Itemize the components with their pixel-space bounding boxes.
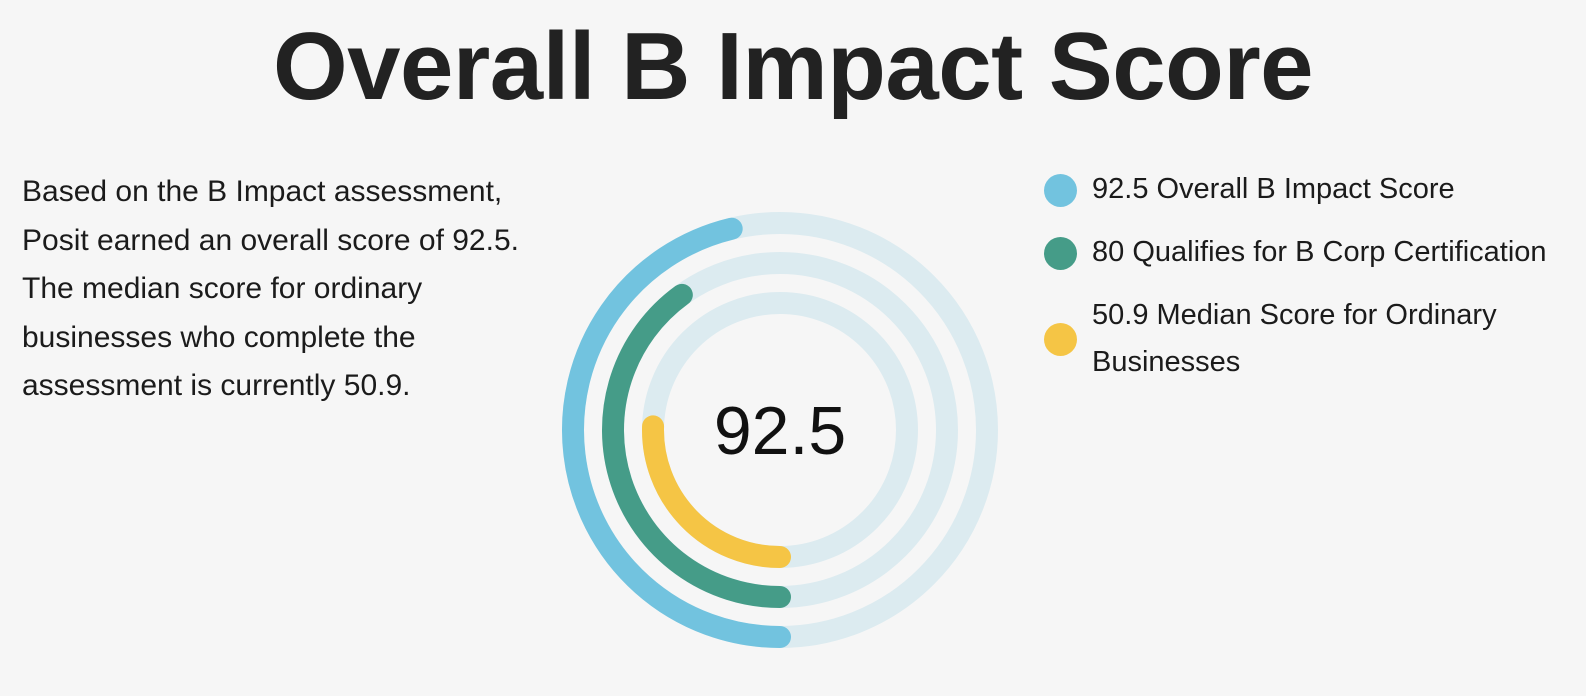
radial-chart-svg: 92.5 xyxy=(562,212,998,648)
legend-item-certification-threshold: 80 Qualifies for B Corp Certification xyxy=(1040,229,1570,276)
legend-label-median-score: 50.9 Median Score for Ordinary Businesse… xyxy=(1092,299,1497,378)
legend-swatch-overall-score xyxy=(1044,173,1077,207)
ring-arc-median-score-for-ordinary-businesses xyxy=(642,415,791,568)
score-description: Based on the B Impact assessment, Posit … xyxy=(22,175,519,402)
ring-arc-overall-b-impact-score xyxy=(562,217,791,648)
ring-arc-qualifies-for-b-corp-certification xyxy=(602,283,791,608)
legend-label-overall-score: 92.5 Overall B Impact Score xyxy=(1092,173,1455,205)
chart-legend: 92.5 Overall B Impact Score 80 Qualifies… xyxy=(1040,166,1570,402)
center-score-label: 92.5 xyxy=(714,393,846,469)
legend-swatch-median-score xyxy=(1044,323,1077,356)
chart-title: Overall B Impact Score xyxy=(272,13,1314,120)
legend-item-overall-score: 92.5 Overall B Impact Score xyxy=(1040,166,1570,213)
radial-score-chart: 92.5 xyxy=(540,190,1040,690)
legend-swatch-certification-threshold xyxy=(1044,236,1077,270)
legend-item-median-score: 50.9 Median Score for Ordinary Businesse… xyxy=(1040,292,1570,386)
legend-label-certification-threshold: 80 Qualifies for B Corp Certification xyxy=(1092,236,1547,268)
